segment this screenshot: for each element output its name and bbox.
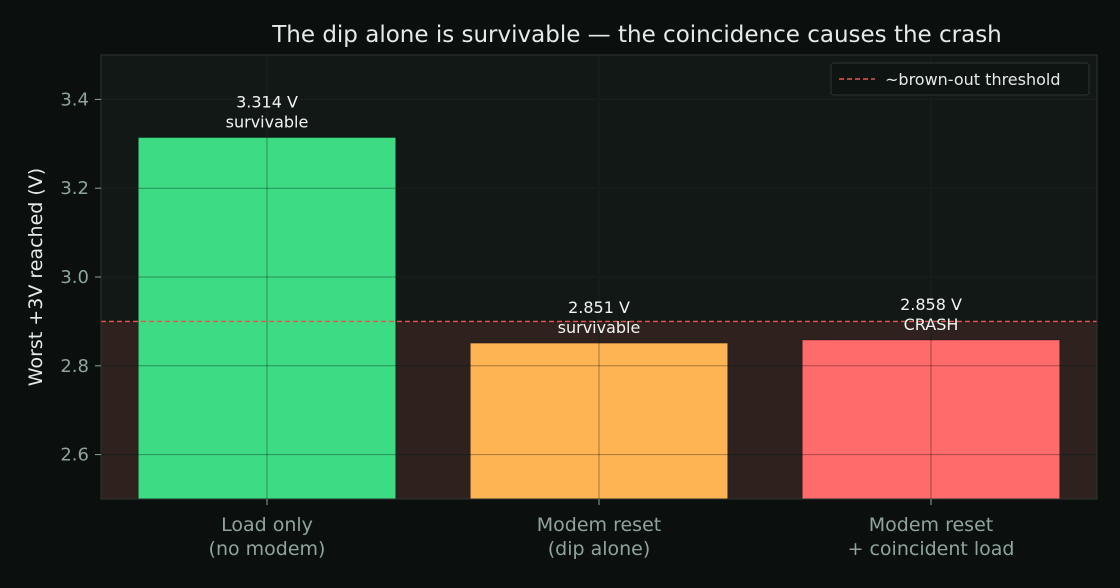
data-label-line: survivable [226,113,309,132]
x-tick-label: Load only (no modem) [209,514,326,560]
x-tick-label-line: (no modem) [209,538,326,560]
bar [137,137,397,500]
x-tick-label-line: Modem reset [537,514,661,536]
bar [801,339,1061,500]
legend-entry: ~brown-out threshold [885,70,1061,89]
x-tick-label-line: Modem reset [869,514,993,536]
y-tick-label: 3.4 [60,89,89,110]
y-tick-label: 2.8 [60,356,89,377]
data-label-line: 3.314 V [236,93,298,112]
x-tick-label: Modem reset (dip alone) [537,514,661,560]
chart-title: The dip alone is survivable — the coinci… [271,22,1002,48]
data-label: 2.858 V CRASH [900,295,962,334]
x-tick-label-line: (dip alone) [548,538,651,560]
data-label-line: 2.858 V [900,295,962,314]
data-label-line: CRASH [904,315,959,334]
bar [469,342,729,500]
legend-box [830,62,1090,96]
x-tick-label: Modem reset + coincident load [848,514,1015,560]
x-tick-label-line: Load only [221,514,313,536]
x-tick-label-line: + coincident load [848,538,1015,560]
y-tick-label: 2.6 [60,445,89,466]
y-tick-label: 3.2 [60,178,89,199]
legend: ~brown-out threshold [830,62,1090,96]
data-label-line: survivable [558,318,641,337]
data-label-line: 2.851 V [568,298,630,317]
y-tick-label: 3.0 [60,267,89,288]
y-axis-label: Worst +3V reached (V) [25,168,47,386]
